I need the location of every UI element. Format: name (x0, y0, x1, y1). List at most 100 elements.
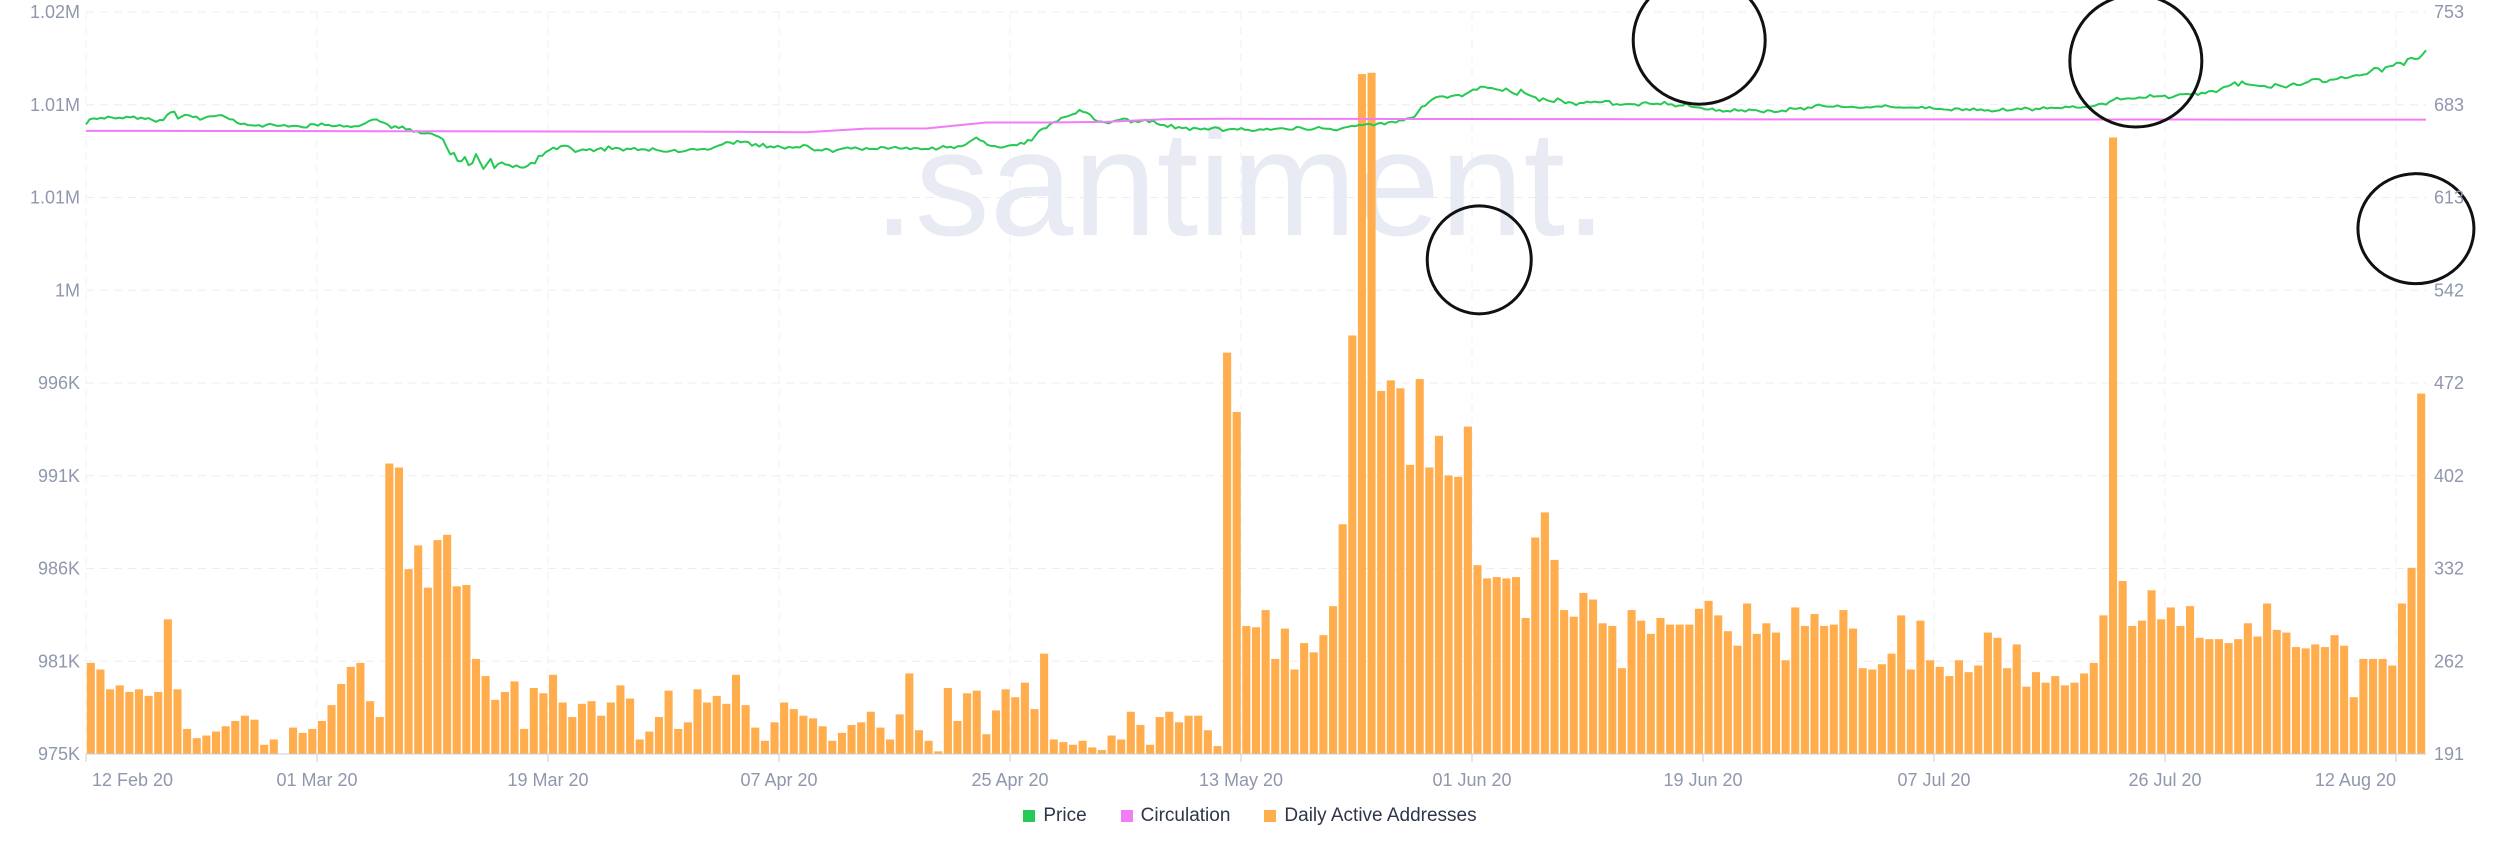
y-right-tick-label: 472 (2434, 373, 2464, 393)
dau-bar (1579, 592, 1588, 754)
annotation-circle (1425, 204, 1533, 316)
dau-bar (2186, 606, 2195, 754)
dau-bar (1463, 426, 1472, 754)
dau-bar (2166, 607, 2175, 754)
dau-bar (674, 728, 683, 754)
dau-bar (1040, 653, 1049, 754)
dau-bar (1926, 660, 1935, 754)
y-left-tick-label: 975K (38, 744, 80, 764)
dau-bar (2359, 658, 2368, 754)
dau-bar (683, 722, 692, 754)
dau-bar (703, 702, 712, 754)
dau-bar (1146, 744, 1155, 754)
dau-bar (1848, 628, 1858, 754)
dau-bar (1232, 412, 1241, 754)
dau-bar (1454, 476, 1463, 754)
dau-bar (645, 731, 654, 754)
dau-bar (760, 740, 769, 754)
dau-bar (1184, 715, 1193, 754)
x-tick-label: 07 Jul 20 (1897, 770, 1970, 790)
dau-bar (1617, 668, 1626, 754)
dau-bar (481, 676, 490, 754)
dau-bar (1117, 739, 1126, 754)
dau-bar (115, 685, 124, 754)
dau-bar (1328, 606, 1338, 754)
dau-bar (2147, 590, 2156, 754)
dau-bar (1059, 742, 1068, 754)
dau-bar (2320, 647, 2329, 754)
dau-bar (895, 714, 904, 754)
dau-bar (905, 673, 914, 754)
dau-bar (211, 731, 221, 754)
x-tick-label: 19 Mar 20 (507, 770, 588, 790)
dau-bar (1338, 524, 1347, 754)
dau-bar (1251, 627, 1261, 754)
series-line-circulation (85, 117, 2426, 134)
dau-bar (1492, 577, 1501, 754)
dau-bar (1723, 631, 1732, 754)
dau-bar (1646, 633, 1655, 754)
dau-bar (173, 689, 182, 754)
dau-bar (2070, 682, 2079, 754)
dau-bar (1550, 559, 1559, 754)
dau-bar (731, 674, 741, 754)
dau-bar (1656, 618, 1665, 754)
y-right-tick-label: 332 (2434, 559, 2464, 579)
dau-bar (1088, 747, 1097, 754)
dau-bar (818, 726, 827, 754)
dau-bar (558, 702, 567, 754)
dau-bar (654, 717, 664, 754)
legend-item-price[interactable]: Price (1023, 805, 1087, 827)
dau-bar (288, 727, 298, 754)
x-tick-label: 25 Apr 20 (971, 770, 1048, 790)
dau-bar (1627, 610, 1636, 754)
dau-bar (1406, 464, 1415, 754)
dau-bar (356, 662, 365, 754)
y-left-tick-label: 1.01M (30, 188, 80, 208)
dau-bar (2301, 648, 2310, 754)
dau-bar (2118, 581, 2127, 754)
dau-bar (2128, 625, 2137, 754)
legend-item-circulation[interactable]: Circulation (1120, 805, 1230, 827)
legend-item-daily-active-addresses[interactable]: Daily Active Addresses (1264, 805, 1477, 827)
dau-bar (2291, 647, 2301, 754)
dau-bar (1396, 388, 1405, 754)
dau-bar (2195, 637, 2204, 754)
dau-bar (202, 735, 211, 754)
dau-bar (1916, 620, 1925, 754)
y-right-tick-label: 262 (2434, 651, 2464, 671)
dau-bar (1280, 628, 1289, 754)
dau-bar (491, 699, 500, 754)
x-tick-label: 12 Feb 20 (92, 770, 173, 790)
dau-bar (2205, 639, 2214, 754)
dau-bar (1694, 608, 1704, 754)
dau-bar (808, 718, 818, 754)
dau-bar (2272, 629, 2281, 754)
dau-bar (1136, 724, 1145, 754)
dau-bar (693, 689, 702, 754)
dau-bar (2157, 619, 2166, 754)
dau-bar (86, 662, 95, 754)
dau-bar (1078, 740, 1087, 754)
dau-bar (1203, 730, 1212, 754)
dau-bar (2282, 632, 2291, 754)
dau-bar (2340, 645, 2349, 754)
dau-bar (2089, 662, 2098, 754)
dau-bar (1791, 607, 1800, 754)
dau-bar (2243, 623, 2252, 754)
dau-bar (269, 739, 278, 754)
dau-bar (1820, 625, 1829, 754)
santiment-watermark: .santiment. (873, 99, 1607, 267)
dau-bar (780, 702, 789, 754)
dau-bar (125, 691, 134, 754)
daily-active-addresses-bars (86, 72, 2426, 754)
dau-bar (847, 724, 856, 754)
dau-bar (2417, 393, 2426, 754)
dau-bar (2368, 658, 2378, 754)
dau-bar (1502, 578, 1511, 754)
dau-bar (1425, 467, 1434, 754)
dau-bar (963, 693, 972, 754)
dau-bar (1974, 665, 1983, 754)
dau-bar (1983, 632, 1992, 754)
annotation-circles (1425, 0, 2476, 316)
